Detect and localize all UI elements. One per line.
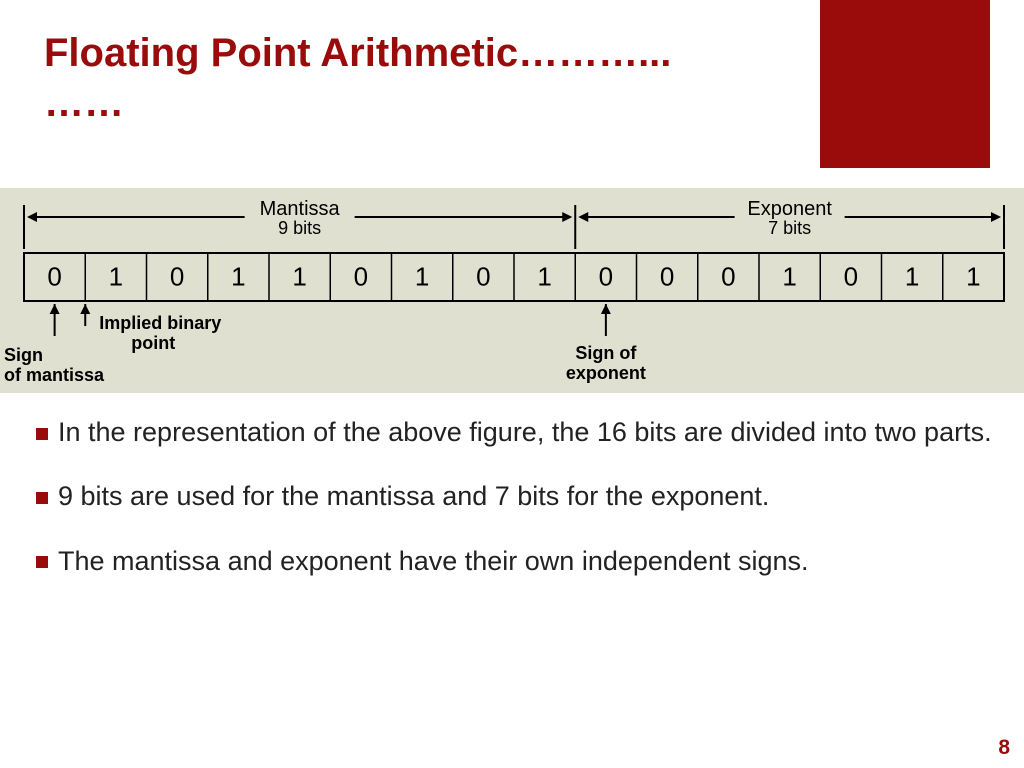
bullet-text: 9 bits are used for the mantissa and 7 b… [58,481,769,511]
svg-text:1: 1 [231,262,245,292]
svg-text:0: 0 [599,262,613,292]
svg-text:7 bits: 7 bits [768,218,811,238]
svg-text:0: 0 [354,262,368,292]
svg-text:1: 1 [415,262,429,292]
bitfield-diagram: 0 1 0 1 1 0 1 0 1 0 0 0 1 0 1 1 Mantissa9 bits Exponent7 … [0,188,1024,393]
svg-text:1: 1 [966,262,980,292]
svg-text:0: 0 [844,262,858,292]
svg-text:1: 1 [109,262,123,292]
bullet-item: In the representation of the above figur… [36,414,994,450]
svg-text:1: 1 [905,262,919,292]
bullet-text: In the representation of the above figur… [58,417,992,447]
slide-title: Floating Point Arithmetic………... …… [44,28,684,128]
svg-text:Implied binary: Implied binary [99,313,221,333]
svg-text:0: 0 [476,262,490,292]
svg-text:1: 1 [782,262,796,292]
svg-text:of mantissa: of mantissa [4,365,105,385]
svg-text:9 bits: 9 bits [278,218,321,238]
svg-text:Sign of: Sign of [575,343,637,363]
svg-text:exponent: exponent [566,363,646,383]
decorative-corner-block [820,0,990,168]
svg-text:0: 0 [47,262,61,292]
svg-text:0: 0 [721,262,735,292]
bullet-item: The mantissa and exponent have their own… [36,543,994,579]
svg-text:1: 1 [292,262,306,292]
bullet-text: The mantissa and exponent have their own… [58,546,809,576]
svg-text:point: point [131,333,175,353]
svg-text:0: 0 [660,262,674,292]
svg-text:Sign: Sign [4,345,43,365]
svg-text:1: 1 [537,262,551,292]
bullet-list: In the representation of the above figur… [36,414,994,607]
svg-text:0: 0 [170,262,184,292]
page-number: 8 [998,736,1010,760]
svg-text:Exponent: Exponent [747,198,832,220]
svg-text:Mantissa: Mantissa [260,198,341,220]
bullet-item: 9 bits are used for the mantissa and 7 b… [36,478,994,514]
